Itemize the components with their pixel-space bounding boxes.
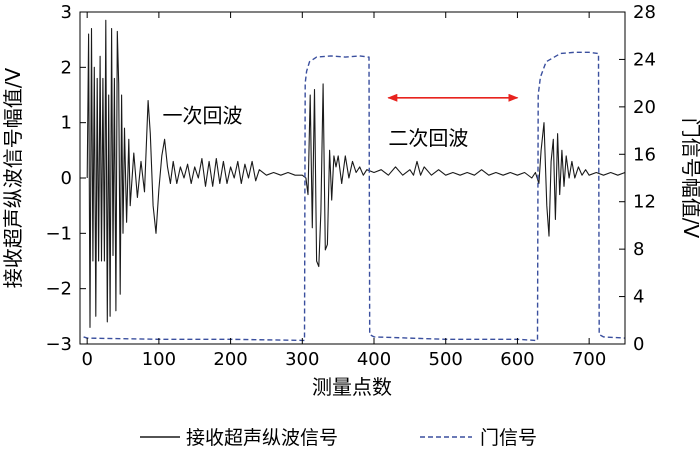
y-axis-label-right: 门信号幅值/V xyxy=(679,118,700,239)
plot-frame xyxy=(79,11,626,345)
x-tick-label: 700 xyxy=(572,349,606,370)
series-line-gate xyxy=(83,51,626,342)
y-tick-label-left: −1 xyxy=(45,223,72,244)
y-tick-label-left: 2 xyxy=(61,57,72,78)
legend-label-gate: 门信号 xyxy=(480,427,537,449)
series-line-signal xyxy=(86,19,626,328)
x-tick-label: 200 xyxy=(213,349,247,370)
y-tick-label-left: 3 xyxy=(61,2,72,23)
y-tick-label-right: 16 xyxy=(633,144,656,165)
axes: 0 100 200 300 400 500 600 700−3−2−1012304812162… xyxy=(45,2,655,370)
y-tick-label-right: 0 xyxy=(633,334,644,355)
y-tick-label-right: 28 xyxy=(633,2,656,23)
legend: 接收超声纵波信号 门信号 xyxy=(140,427,537,449)
legend-label-signal: 接收超声纵波信号 xyxy=(186,427,338,449)
y-axis-label-left: 接收超声纵波信号幅值/V xyxy=(1,67,25,288)
x-tick-label: 300 xyxy=(285,349,319,370)
y-tick-label-right: 4 xyxy=(633,287,644,308)
y-tick-label-right: 8 xyxy=(633,239,644,260)
x-axis-label: 测量点数 xyxy=(312,375,392,399)
y-tick-label-left: −2 xyxy=(45,279,72,300)
x-tick-label: 400 xyxy=(357,349,391,370)
y-tick-label-right: 24 xyxy=(633,49,656,70)
plot-area xyxy=(83,19,626,342)
y-tick-label-left: 1 xyxy=(61,113,72,134)
y-tick-label-right: 12 xyxy=(633,192,656,213)
x-tick-label: 100 xyxy=(142,349,176,370)
x-tick-label: 0 xyxy=(81,349,92,370)
y-tick-label-right: 20 xyxy=(633,97,656,118)
y-tick-label-left: 0 xyxy=(61,168,72,189)
x-tick-label: 500 xyxy=(429,349,463,370)
y-tick-label-left: −3 xyxy=(45,334,72,355)
x-tick-label: 600 xyxy=(500,349,534,370)
annotation-second-echo: 二次回波 xyxy=(388,126,468,150)
annotation-first-echo: 一次回波 xyxy=(162,104,242,128)
